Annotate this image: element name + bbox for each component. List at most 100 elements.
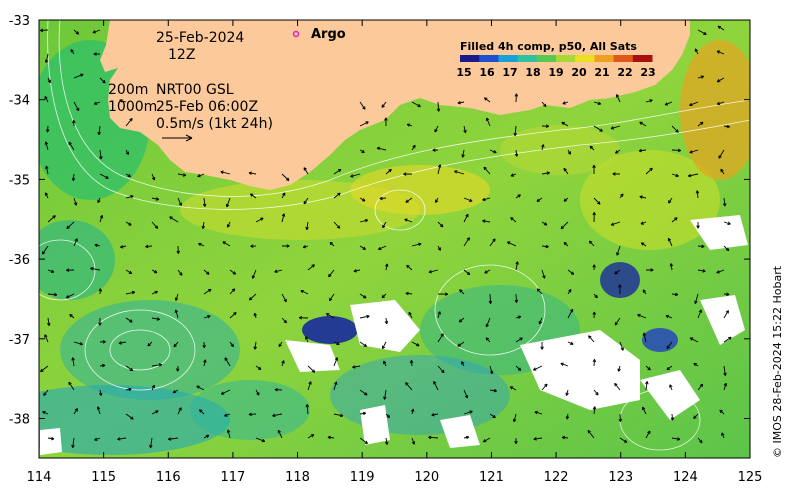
- current-arrow: [457, 101, 465, 104]
- current-arrow: [73, 408, 78, 415]
- current-arrow: [175, 309, 179, 319]
- legend-swatch: [613, 55, 634, 62]
- current-arrow: [482, 220, 491, 223]
- current-arrow: [489, 365, 493, 374]
- current-arrow: [723, 221, 731, 225]
- current-arrow-head: [158, 363, 162, 366]
- current-arrow: [463, 269, 471, 276]
- current-arrow-head: [340, 413, 344, 417]
- current-arrow: [151, 364, 162, 367]
- current-arrow: [47, 215, 56, 223]
- legend-swatch: [575, 55, 595, 62]
- current-arrow: [359, 121, 369, 127]
- current-arrow: [619, 437, 628, 443]
- current-arrow: [437, 311, 441, 319]
- current-arrow-head: [701, 244, 705, 247]
- x-tick-label: 116: [156, 470, 181, 485]
- time-label: 12Z: [168, 47, 195, 63]
- current-arrow-head: [118, 342, 122, 345]
- current-arrow-head: [544, 222, 548, 226]
- legend-tick-label: 17: [502, 66, 517, 79]
- current-arrow-head: [536, 288, 539, 292]
- current-arrow-head: [637, 314, 640, 318]
- current-arrow-head: [173, 345, 177, 348]
- current-arrow-head: [120, 246, 124, 249]
- current-arrow-head: [482, 220, 486, 223]
- current-arrow-head: [362, 411, 366, 414]
- current-arrow-head: [48, 322, 51, 326]
- current-arrow-head: [597, 391, 599, 396]
- current-arrow-head: [490, 300, 493, 304]
- current-arrow: [610, 125, 621, 129]
- current-arrow: [47, 125, 49, 133]
- current-arrow-head: [666, 368, 670, 371]
- current-arrow-head: [248, 414, 252, 417]
- current-arrow: [536, 197, 543, 202]
- current-arrow: [484, 269, 491, 274]
- current-arrow: [593, 389, 599, 396]
- current-arrow-head: [405, 382, 407, 386]
- current-arrow: [514, 125, 517, 136]
- current-arrow-head: [352, 366, 356, 369]
- current-arrow: [99, 173, 109, 179]
- current-arrow-head: [465, 213, 469, 217]
- current-arrow: [382, 341, 387, 349]
- current-arrow-head: [99, 214, 103, 218]
- x-tick-label: 118: [285, 470, 310, 485]
- current-arrow-head: [337, 341, 340, 345]
- current-arrow: [645, 167, 653, 175]
- current-arrow-head: [716, 50, 720, 54]
- current-arrow: [300, 290, 309, 295]
- current-arrow-head: [102, 340, 106, 343]
- current-arrow-head: [694, 301, 698, 304]
- legend-title: Filled 4h comp, p50, All Sats: [460, 40, 637, 53]
- current-arrow: [68, 381, 75, 391]
- current-arrow-head: [259, 366, 262, 370]
- current-arrow-head: [592, 164, 595, 168]
- current-arrow-head: [560, 363, 564, 366]
- current-arrow: [694, 293, 699, 304]
- x-tick-label: 114: [27, 470, 52, 485]
- current-arrow-head: [103, 79, 106, 84]
- current-arrow-head: [285, 319, 287, 323]
- current-arrow: [274, 269, 283, 273]
- current-arrow-head: [724, 203, 727, 207]
- current-arrow-head: [43, 393, 47, 396]
- current-arrow: [73, 341, 83, 345]
- current-arrow-head: [561, 122, 564, 126]
- current-arrow: [723, 245, 730, 251]
- current-arrow: [119, 99, 127, 103]
- current-arrow: [463, 237, 470, 247]
- current-arrow: [411, 437, 415, 445]
- current-arrow: [384, 389, 387, 400]
- current-arrow-head: [327, 436, 331, 440]
- current-arrow: [723, 336, 732, 343]
- current-arrow: [723, 383, 727, 391]
- current-arrow-head: [459, 320, 463, 323]
- current-arrow: [697, 121, 704, 127]
- current-arrow: [664, 101, 673, 106]
- current-arrow: [125, 365, 133, 372]
- current-arrow-head: [366, 314, 370, 317]
- current-arrow-head: [129, 117, 133, 120]
- current-arrow-head: [117, 438, 121, 441]
- y-tick-label: -35: [9, 173, 30, 188]
- current-arrow-head: [688, 175, 692, 178]
- current-arrow: [151, 410, 159, 415]
- legend-swatch: [594, 55, 615, 62]
- current-arrow: [66, 293, 75, 299]
- current-arrow: [44, 96, 49, 103]
- current-arrow: [229, 269, 236, 275]
- current-arrow-head: [410, 408, 414, 412]
- current-arrow: [717, 25, 725, 31]
- current-arrow: [638, 149, 647, 152]
- current-arrow-head: [386, 441, 389, 445]
- current-arrow-head: [596, 294, 598, 298]
- current-arrow-head: [468, 271, 471, 275]
- current-arrow-head: [666, 346, 670, 349]
- current-arrow: [66, 221, 75, 229]
- current-arrow: [688, 173, 699, 177]
- current-arrow-head: [363, 198, 366, 202]
- current-arrow: [593, 406, 596, 415]
- current-arrow-head: [45, 60, 49, 63]
